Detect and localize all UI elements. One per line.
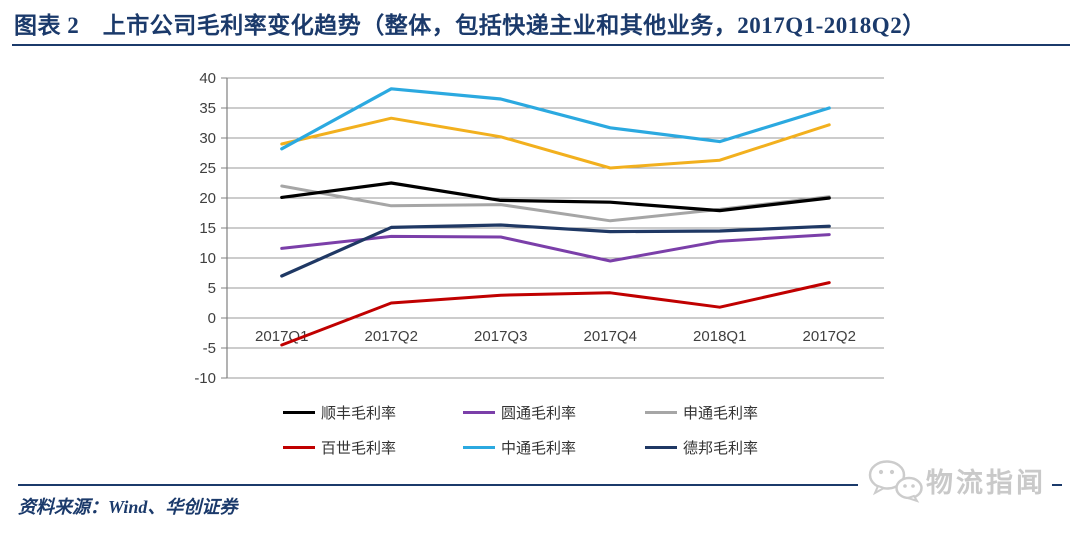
footer-divider (18, 484, 1062, 486)
legend-label: 德邦毛利率 (683, 439, 759, 457)
legend-label: 顺丰毛利率 (321, 404, 397, 422)
legend-label: 圆通毛利率 (501, 404, 577, 422)
line-swatch-icon (463, 410, 495, 414)
series-line-shentong (280, 184, 831, 223)
title-divider (12, 44, 1070, 46)
y-tick-label: 30 (199, 130, 216, 147)
legend-item-yuantong: 圆通毛利率 (463, 403, 645, 422)
series-line-shunfeng (280, 181, 831, 213)
series-line-zhongtong (280, 87, 831, 151)
y-tick-label: 10 (199, 250, 216, 267)
y-tick-label: -5 (203, 340, 216, 357)
line-swatch-icon (645, 410, 677, 414)
y-tick-label: 25 (199, 160, 216, 177)
x-tick-label: 2017Q2 (803, 328, 856, 345)
figure-title: 图表 2 上市公司毛利率变化趋势（整体，包括快递主业和其他业务，2017Q1-2… (14, 13, 926, 38)
y-tick-label: 5 (208, 280, 216, 297)
series-line-yellow-unlabeled (280, 116, 831, 170)
legend-item-debang: 德邦毛利率 (645, 438, 845, 457)
y-tick-label: -10 (194, 370, 216, 387)
line-swatch-icon (283, 410, 315, 414)
x-tick-label: 2017Q4 (584, 328, 637, 345)
legend-item-shentong: 申通毛利率 (645, 403, 845, 422)
legend-item-zhongtong: 中通毛利率 (463, 438, 645, 457)
series-line-yuantong (280, 233, 831, 263)
line-swatch-icon (463, 445, 495, 449)
watermark-text: 物流指闻 (926, 467, 1046, 498)
chart-legend: 顺丰毛利率 圆通毛利率 申通毛利率 百世毛利率 中通毛利率 德邦毛利率 (283, 403, 845, 457)
y-tick-label: 20 (199, 190, 216, 207)
line-swatch-icon (283, 445, 315, 449)
x-tick-label: 2017Q2 (365, 328, 418, 345)
y-tick-label: 40 (199, 70, 216, 87)
legend-item-baishi: 百世毛利率 (283, 438, 463, 457)
y-tick-label: 0 (208, 310, 216, 327)
x-tick-label: 2018Q1 (693, 328, 746, 345)
x-tick-label: 2017Q3 (474, 328, 527, 345)
legend-label: 申通毛利率 (683, 404, 759, 422)
legend-item-shunfeng: 顺丰毛利率 (283, 403, 463, 422)
y-tick-label: 15 (199, 220, 216, 237)
series-line-debang (280, 223, 831, 278)
legend-label: 百世毛利率 (321, 439, 397, 457)
line-swatch-icon (645, 445, 677, 449)
source-note: 资料来源：Wind、华创证券 (18, 497, 238, 517)
legend-label: 中通毛利率 (501, 439, 577, 457)
watermark: 物流指闻 (858, 456, 1052, 504)
y-tick-label: 35 (199, 100, 216, 117)
wechat-logo-icon (868, 460, 923, 503)
series-line-baishi (280, 281, 831, 347)
